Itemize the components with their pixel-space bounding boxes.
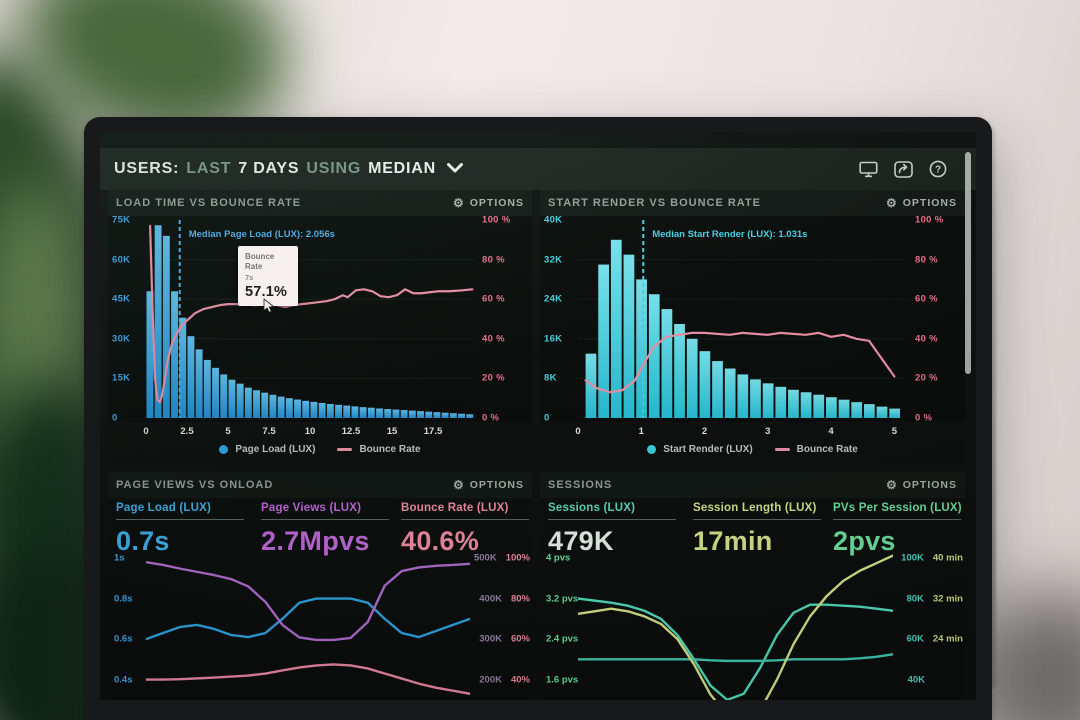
gear-icon: ⚙: [452, 478, 465, 492]
metric-label: Page Views (LUX): [261, 502, 389, 520]
plot-area: Median Page Load (LUX): 2.056s: [146, 220, 474, 418]
metric-bounce-rate: Bounce Rate (LUX) 40.6%: [401, 502, 536, 557]
options-button[interactable]: ⚙ OPTIONS: [885, 478, 957, 492]
tooltip-value: 57.1%: [245, 284, 288, 300]
chevron-down-icon[interactable]: [446, 160, 463, 178]
chart-legend: Start Render (LUX) Bounce Rate: [540, 444, 965, 455]
load-time-chart: 75K 60K 45K 30K 15K 0 100 % 80 % 60 % 40 % 20 % 0 …: [108, 214, 532, 424]
gear-icon: ⚙: [885, 478, 898, 492]
panel-title: LOAD TIME VS BOUNCE RATE: [116, 197, 302, 209]
plot-area: [146, 550, 470, 700]
panel-sessions: SESSIONS ⚙ OPTIONS Sessions (LUX) 479K Se…: [540, 472, 965, 700]
page-views-onload-chart: 1s 0.8s 0.6s 0.4s 500K 100% 400K 80% 300K 60% 200…: [108, 550, 532, 700]
dashboard-screen: USERS: LAST 7 DAYS USING MEDIAN: [100, 132, 976, 700]
y-axis-left-labels: 75K 60K 45K 30K 15K 0: [112, 214, 131, 424]
y-axis-right-labels: 500K 100% 400K 80% 300K 60% 200K 40%: [473, 552, 530, 686]
header-dropdown[interactable]: USERS: LAST 7 DAYS USING MEDIAN: [114, 160, 463, 178]
share-icon[interactable]: [893, 160, 913, 178]
y-axis-left-labels: 40K 32K 24K 16K 8K 0: [544, 214, 563, 424]
sessions-chart: 4 pvs 3.2 pvs 2.4 pvs 1.6 pvs 100K 40 min 80K…: [540, 550, 965, 700]
legend-item: Bounce Rate: [337, 444, 421, 455]
header-segment: USING: [306, 160, 362, 177]
panel-header: LOAD TIME VS BOUNCE RATE ⚙ OPTIONS: [108, 190, 532, 216]
plot-area: [578, 550, 893, 700]
panel-load-time-vs-bounce-rate: LOAD TIME VS BOUNCE RATE ⚙ OPTIONS 75K 60K…: [108, 190, 532, 464]
metric-pvs-per-session: PVs Per Session (LUX) 2pvs: [833, 502, 968, 557]
panel-title: START RENDER VS BOUNCE RATE: [548, 197, 761, 209]
options-button[interactable]: ⚙ OPTIONS: [452, 196, 524, 210]
metric-value: 2pvs: [833, 526, 896, 556]
legend-dot-icon: [647, 445, 657, 454]
gear-icon: ⚙: [885, 196, 898, 210]
panel-page-views-vs-onload: PAGE VIEWS VS ONLOAD ⚙ OPTIONS Page Load …: [108, 472, 532, 700]
y-axis-right-labels: 100K 40 min 80K 32 min 60K 24 min 40K: [901, 552, 963, 686]
panel-header: START RENDER VS BOUNCE RATE ⚙ OPTIONS: [540, 190, 965, 216]
metric-label: Page Load (LUX): [116, 502, 244, 520]
header-segment: LAST: [186, 160, 232, 177]
metric-row: Sessions (LUX) 479K Session Length (LUX)…: [548, 502, 962, 556]
scrollbar-thumb[interactable]: [965, 152, 971, 374]
legend-item: Start Render (LUX): [647, 444, 753, 455]
metric-label: Session Length (LUX): [693, 502, 821, 520]
metric-label: PVs Per Session (LUX): [833, 502, 962, 520]
svg-text:?: ?: [935, 165, 941, 176]
app-header: USERS: LAST 7 DAYS USING MEDIAN: [100, 148, 976, 190]
metric-value: 17min: [693, 526, 773, 556]
legend-line-icon: [774, 448, 790, 451]
header-segment: USERS:: [114, 160, 180, 177]
header-segment: MEDIAN: [368, 160, 436, 177]
gear-icon: ⚙: [452, 196, 465, 210]
legend-item: Page Load (LUX): [219, 444, 315, 455]
chart-legend: Page Load (LUX) Bounce Rate: [108, 444, 532, 455]
panel-header: PAGE VIEWS VS ONLOAD ⚙ OPTIONS: [108, 472, 532, 498]
metric-label: Sessions (LUX): [548, 502, 676, 520]
options-button[interactable]: ⚙ OPTIONS: [452, 478, 524, 492]
header-icon-row: ?: [858, 160, 948, 178]
header-segment: 7 DAYS: [238, 160, 300, 177]
metric-label: Bounce Rate (LUX): [401, 502, 529, 520]
panel-start-render-vs-bounce-rate: START RENDER VS BOUNCE RATE ⚙ OPTIONS 40K…: [540, 190, 965, 464]
display-icon[interactable]: [858, 160, 878, 178]
y-axis-left-labels: 1s 0.8s 0.6s 0.4s: [114, 552, 133, 686]
mouse-cursor-icon: [263, 298, 275, 318]
laptop-side-edge: [990, 128, 996, 688]
metric-value: 479K: [548, 526, 614, 556]
legend-line-icon: [337, 448, 353, 451]
metric-value: 0.7s: [116, 526, 170, 556]
metric-value: 40.6%: [401, 526, 480, 556]
metric-page-load: Page Load (LUX) 0.7s: [116, 502, 251, 557]
metric-value: 2.7Mpvs: [261, 526, 370, 556]
metric-page-views: Page Views (LUX) 2.7Mpvs: [261, 502, 396, 557]
plot-area: Median Start Render (LUX): 1.031s: [578, 220, 907, 418]
y-axis-right-labels: 100 % 80 % 60 % 40 % 20 % 0 %: [482, 214, 511, 424]
metric-session-length: Session Length (LUX) 17min: [693, 502, 828, 557]
hover-tooltip: Bounce Rate 7s 57.1%: [238, 246, 298, 306]
y-axis-left-labels: 4 pvs 3.2 pvs 2.4 pvs 1.6 pvs: [546, 552, 579, 686]
tooltip-title: Bounce Rate: [245, 252, 275, 271]
help-icon[interactable]: ?: [928, 160, 948, 178]
median-annotation: Median Page Load (LUX): 2.056s: [188, 229, 335, 240]
panel-header: SESSIONS ⚙ OPTIONS: [540, 472, 965, 498]
y-axis-right-labels: 100 % 80 % 60 % 40 % 20 % 0 %: [915, 214, 944, 424]
legend-dot-icon: [219, 445, 229, 454]
options-button[interactable]: ⚙ OPTIONS: [885, 196, 957, 210]
x-axis-labels: 0 2.5 5 7.5 10 12.5 15 17.5: [143, 426, 443, 437]
panel-title: PAGE VIEWS VS ONLOAD: [116, 479, 274, 491]
start-render-chart: 40K 32K 24K 16K 8K 0 100 % 80 % 60 % 40 % 20 % 0 %…: [540, 214, 965, 424]
metric-row: Page Load (LUX) 0.7s Page Views (LUX) 2.…: [116, 502, 529, 556]
laptop: USERS: LAST 7 DAYS USING MEDIAN: [84, 117, 992, 720]
metric-sessions: Sessions (LUX) 479K: [548, 502, 683, 557]
legend-item: Bounce Rate: [774, 444, 858, 455]
median-annotation: Median Start Render (LUX): 1.031s: [652, 229, 808, 240]
tooltip-x-value: 7s: [245, 273, 254, 282]
panel-title: SESSIONS: [548, 479, 613, 491]
